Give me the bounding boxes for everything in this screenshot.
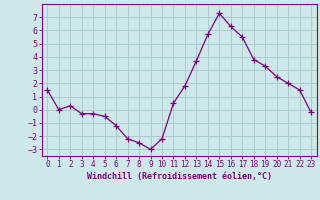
X-axis label: Windchill (Refroidissement éolien,°C): Windchill (Refroidissement éolien,°C) (87, 172, 272, 181)
